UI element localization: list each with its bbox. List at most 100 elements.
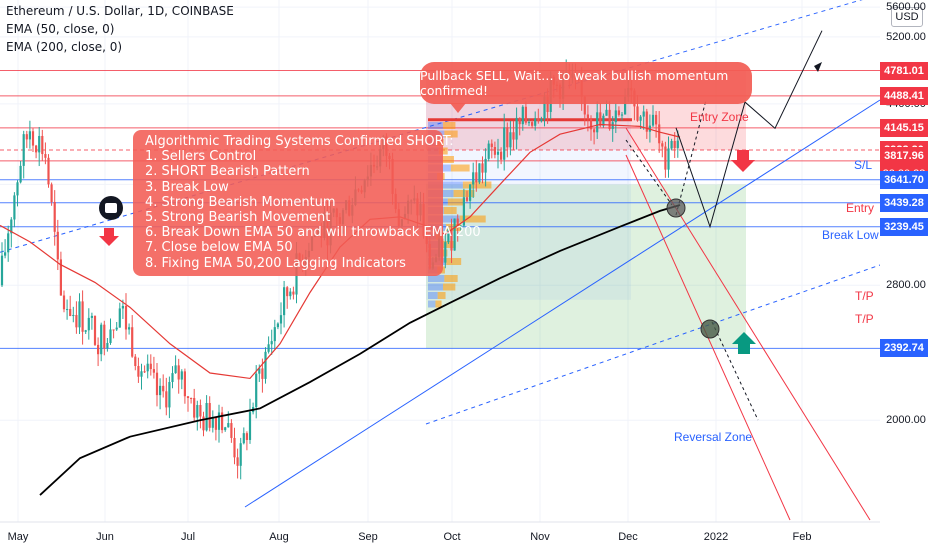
reversal-zone-box xyxy=(426,184,746,349)
candle-body xyxy=(645,111,648,132)
candle-body xyxy=(75,314,78,328)
candle-body xyxy=(543,96,546,120)
y-tick-label: 5600.00 xyxy=(886,1,926,14)
volume-bar xyxy=(428,300,436,308)
candle-body xyxy=(115,327,118,330)
buy-arrow-icon xyxy=(732,332,756,354)
candle-body xyxy=(208,403,211,428)
entry-marker-circle xyxy=(666,198,686,218)
y-tick-label: 5200.00 xyxy=(886,30,926,43)
candle-body xyxy=(661,143,664,147)
candle-body xyxy=(518,117,521,125)
volume-bar xyxy=(437,292,446,299)
candle-body xyxy=(583,96,586,115)
tp-marker-circle xyxy=(700,319,720,339)
candle-body xyxy=(462,197,465,226)
candle-body xyxy=(236,457,239,466)
candle-body xyxy=(469,184,472,201)
x-tick-label: Feb xyxy=(792,531,812,543)
x-tick-label: Dec xyxy=(618,531,638,543)
tp1-label: T/P xyxy=(855,289,874,303)
candle-body xyxy=(617,110,620,115)
candle-body xyxy=(459,225,462,228)
candle-body xyxy=(527,122,531,124)
candle-body xyxy=(38,135,41,153)
candle-body xyxy=(25,134,28,140)
y-tick-label: 2800.00 xyxy=(886,279,926,292)
volume-bar xyxy=(459,215,486,223)
candle-body xyxy=(233,437,236,458)
rising-trendline xyxy=(244,99,881,508)
candle-body xyxy=(599,112,602,126)
candle-body xyxy=(614,110,617,123)
candle-body xyxy=(478,163,481,183)
annotation-item: 5. Strong Bearish Movement xyxy=(145,210,331,226)
candle-body xyxy=(174,365,177,374)
candle-body xyxy=(0,255,4,286)
candle-body xyxy=(177,365,180,380)
candle-body xyxy=(276,323,279,328)
candle-body xyxy=(267,344,270,352)
candle-body xyxy=(47,157,50,185)
candle-body xyxy=(506,127,509,148)
candle-body xyxy=(106,342,109,349)
volume-bar xyxy=(442,156,454,163)
candle-body xyxy=(586,114,589,119)
annotation-item: 8. Fixing EMA 50,200 Lagging Indicators xyxy=(145,255,406,271)
currency-badge[interactable]: USD xyxy=(891,7,923,27)
sl-label: S/L xyxy=(854,158,873,172)
candle-body xyxy=(481,163,484,173)
volume-bar xyxy=(446,258,462,265)
falling-trendline xyxy=(625,127,871,521)
candle-body xyxy=(531,122,534,126)
x-tick-label: Jul xyxy=(180,531,196,543)
annotation-item: 1. Sellers Control xyxy=(145,149,257,165)
candle-body xyxy=(255,373,258,408)
annotation-item: 2. SHORT Bearish Pattern xyxy=(145,164,310,180)
candle-body xyxy=(636,106,639,121)
indicator-ema200-label[interactable]: EMA (200, close, 0) xyxy=(6,40,123,54)
candle-body xyxy=(66,309,69,311)
analysis-annotation-box: Algorithmic Trading Systems Confirmed SH… xyxy=(133,130,481,276)
chart-title: Ethereum / U.S. Dollar, 1D, COINBASE xyxy=(6,4,234,18)
candle-body xyxy=(493,147,496,155)
candle-body xyxy=(118,308,121,328)
sell-arrow-icon xyxy=(99,228,119,246)
candle-body xyxy=(230,423,233,438)
candle-body xyxy=(490,143,493,148)
indicator-ema50-label[interactable]: EMA (50, close, 0) xyxy=(6,22,115,36)
candle-body xyxy=(487,143,490,159)
candle-body xyxy=(537,118,540,122)
candle-body xyxy=(165,391,168,408)
candle-body xyxy=(62,295,66,310)
candle-body xyxy=(155,372,159,396)
candle-body xyxy=(447,229,450,243)
candle-body xyxy=(515,117,518,140)
annotation-item: 6. Break Down EMA 50 and will throwback … xyxy=(145,225,481,241)
volume-bar xyxy=(438,147,448,155)
candle-body xyxy=(227,423,230,428)
volume-bar xyxy=(445,224,461,231)
candle-body xyxy=(97,344,100,355)
price-level-tag: 3439.28 xyxy=(880,193,928,212)
candle-body xyxy=(159,385,162,396)
candle-body xyxy=(512,132,515,140)
candle-body xyxy=(81,301,84,332)
candle-body xyxy=(50,184,53,202)
candle-body xyxy=(658,124,661,144)
volume-bar xyxy=(447,198,465,206)
candle-body xyxy=(264,351,267,379)
volume-bar xyxy=(443,207,457,214)
annotation-heading: Algorithmic Trading Systems Confirmed SH… xyxy=(145,134,454,149)
candle-body xyxy=(596,112,599,133)
candle-body xyxy=(13,195,16,220)
candle-body xyxy=(193,398,196,418)
volume-bar xyxy=(428,122,444,129)
dashed-projection xyxy=(711,321,759,421)
candle-body xyxy=(199,405,202,417)
candle-body xyxy=(648,125,651,132)
volume-bar xyxy=(444,275,458,282)
volume-bar xyxy=(444,130,458,138)
price-level-tag: 3817.96 xyxy=(880,146,928,165)
candle-body xyxy=(143,371,146,373)
